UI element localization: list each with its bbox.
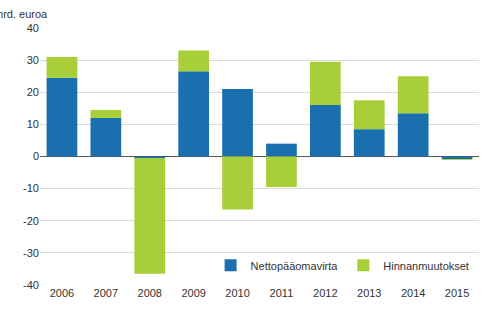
svg-text:2014: 2014: [401, 287, 425, 299]
svg-text:20: 20: [27, 86, 39, 98]
svg-text:-30: -30: [23, 247, 39, 259]
svg-text:2015: 2015: [445, 287, 469, 299]
svg-text:2008: 2008: [138, 287, 162, 299]
svg-text:-40: -40: [23, 279, 39, 291]
svg-text:2009: 2009: [181, 287, 205, 299]
svg-text:0: 0: [33, 150, 39, 162]
svg-text:-20: -20: [23, 215, 39, 227]
svg-text:30: 30: [27, 54, 39, 66]
svg-text:2007: 2007: [94, 287, 118, 299]
svg-text:-10: -10: [23, 182, 39, 194]
svg-text:Nettopääomavirta: Nettopääomavirta: [251, 260, 339, 272]
svg-text:2010: 2010: [225, 287, 249, 299]
svg-text:10: 10: [27, 118, 39, 130]
svg-text:2013: 2013: [357, 287, 381, 299]
svg-text:2011: 2011: [270, 287, 294, 299]
svg-text:mrd. euroa: mrd. euroa: [0, 8, 48, 20]
svg-text:2012: 2012: [313, 287, 337, 299]
svg-text:2006: 2006: [50, 287, 74, 299]
svg-text:Hinnanmuutokset: Hinnanmuutokset: [383, 260, 469, 272]
svg-text:40: 40: [27, 22, 39, 34]
